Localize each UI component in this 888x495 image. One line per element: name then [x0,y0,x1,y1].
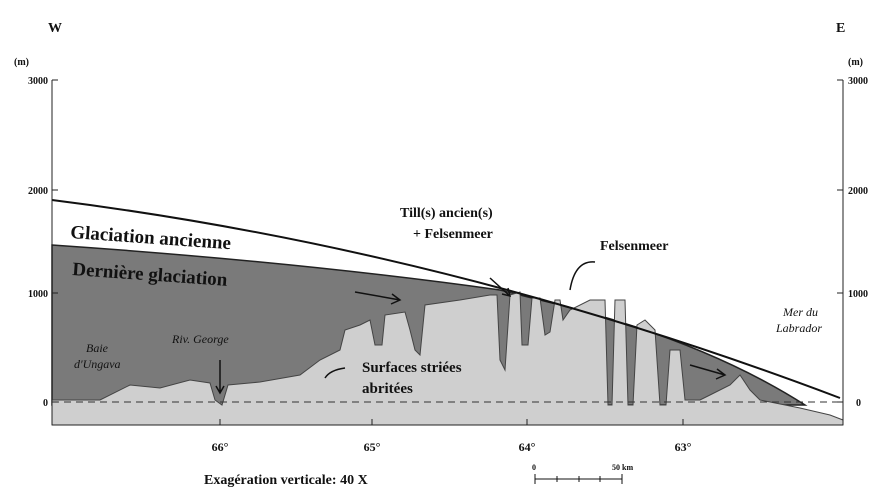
scale-bar [535,474,622,484]
label: Mer du [782,305,818,319]
profile-diagram: W E (m) (m) 3000 2000 1000 0 3000 2000 1… [0,0,888,495]
tick-label: 3000 [28,76,48,87]
scale-label: 50 km [612,463,633,472]
label: Labrador [775,321,822,335]
label: Till(s) ancien(s) [400,206,493,221]
unit: (m) [848,57,863,68]
tick-label: 3000 [848,76,868,87]
east: E [836,21,845,36]
west: W [48,21,62,36]
label: Baie [86,341,109,355]
label: Riv. George [171,332,229,346]
label: + Felsenmeer [413,227,493,242]
tick-label: 2000 [848,186,868,197]
tick-label: 64° [519,440,536,454]
label: d'Ungava [74,357,121,371]
tick-label: 2000 [28,186,48,197]
exaggeration: Exagération verticale: 40 X [204,473,368,488]
tick-label: 0 [856,398,861,409]
label: Felsenmeer [600,239,668,254]
scale-label: 0 [532,463,536,472]
unit: (m) [14,57,29,68]
tick-label: 1000 [848,289,868,300]
tick-label: 1000 [28,289,48,300]
tick-label: 65° [364,440,381,454]
label: Surfaces striées [362,360,462,376]
tick-label: 66° [212,440,229,454]
label: abritées [362,381,413,397]
tick-label: 63° [675,440,692,454]
tick-label: 0 [43,398,48,409]
